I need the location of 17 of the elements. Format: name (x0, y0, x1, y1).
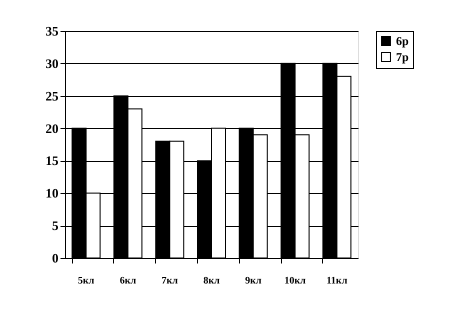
y-tick-label: 35 (46, 24, 59, 38)
legend-label: 6р (396, 34, 409, 48)
x-tick-label: 10кл (284, 276, 306, 286)
x-tick-label: 11кл (326, 276, 348, 286)
x-tick-label: 5кл (78, 276, 95, 286)
y-tick-label: 20 (46, 120, 58, 136)
y-tick-label: 0 (52, 250, 58, 266)
y-tick-label: 30 (46, 56, 58, 71)
y-tick-label: 25 (46, 88, 59, 104)
y-tick-label: 10 (46, 186, 58, 201)
y-tick-label: 15 (46, 153, 59, 168)
x-tick-label: 8кл (203, 276, 220, 286)
y-tick-label: 5 (52, 218, 59, 234)
legend-label: 7р (396, 50, 409, 64)
x-tick-label: 9кл (245, 276, 262, 286)
x-tick-label: 6кл (120, 276, 136, 286)
x-tick-label: 7кл (162, 276, 178, 286)
